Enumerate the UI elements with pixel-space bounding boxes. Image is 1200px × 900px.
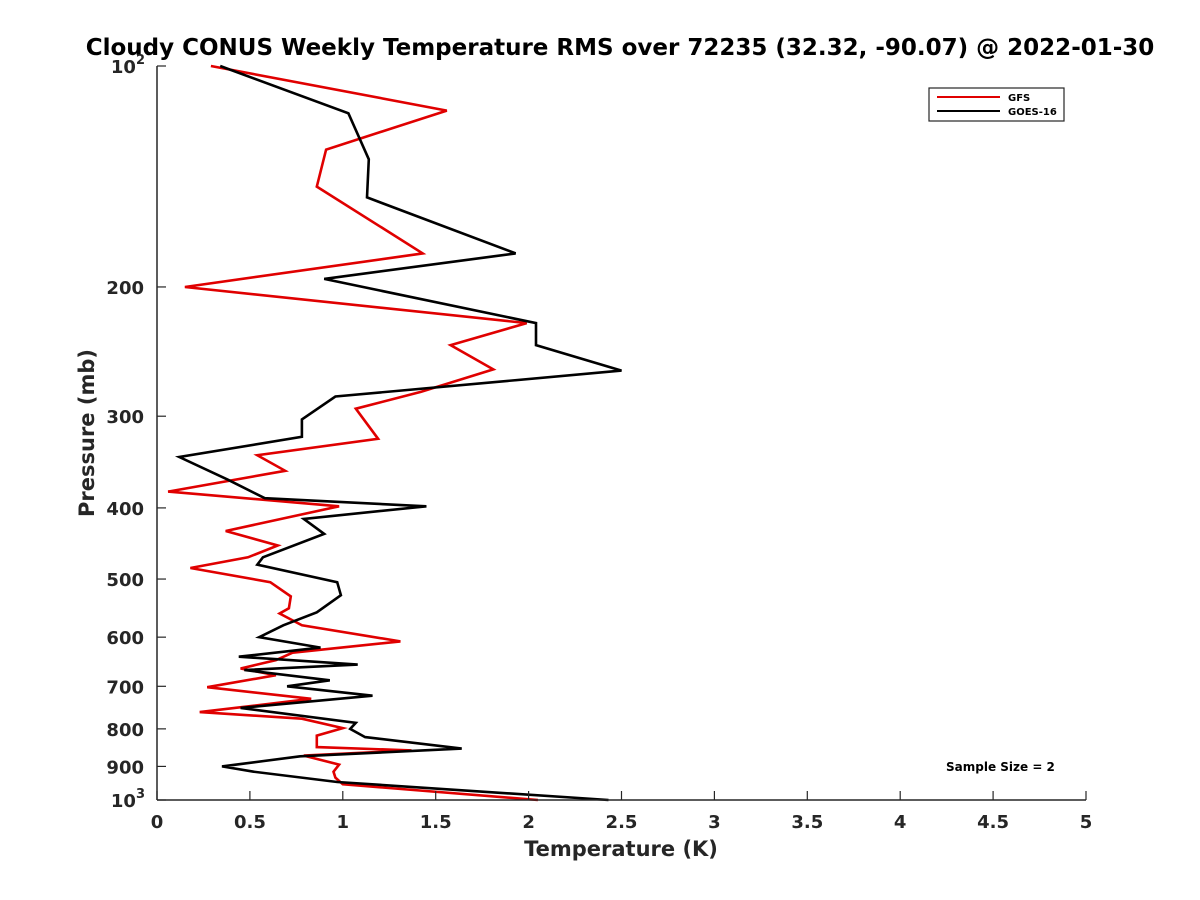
y-tick-label: 600 <box>106 628 144 649</box>
x-tick-label: 4.5 <box>977 812 1009 833</box>
legend: GFS GOES-16 <box>928 87 1065 122</box>
x-tick-label: 0 <box>151 812 164 833</box>
y-tick-label: 103 <box>111 787 145 812</box>
y-tick-label: 102 <box>111 53 145 78</box>
y-tick-label: 800 <box>106 720 144 741</box>
legend-label-gfs: GFS <box>1008 93 1030 104</box>
plot-area <box>167 64 622 802</box>
y-tick-label-exponent: 2 <box>136 53 145 68</box>
y-tick-label: 300 <box>106 407 144 428</box>
x-tick-label: 4 <box>894 812 907 833</box>
chart-title: Cloudy CONUS Weekly Temperature RMS over… <box>86 35 1155 61</box>
y-tick-label: 200 <box>106 278 144 299</box>
x-axis-ticks: 0 0.5 1 1.5 2 2.5 3 3.5 4 4.5 5 <box>151 791 1093 833</box>
x-tick-label: 2.5 <box>606 812 638 833</box>
x-tick-label: 5 <box>1080 812 1093 833</box>
x-tick-label: 0.5 <box>234 812 266 833</box>
series-line-gfs <box>167 64 539 802</box>
legend-label-goes16: GOES-16 <box>1008 107 1057 118</box>
y-tick-label: 700 <box>106 677 144 698</box>
y-tick-label: 400 <box>106 499 144 520</box>
legend-box <box>928 87 1065 122</box>
x-tick-label: 3 <box>708 812 721 833</box>
x-tick-label: 3.5 <box>791 812 823 833</box>
y-tick-label-exponent: 3 <box>136 787 145 802</box>
y-tick-label-base: 10 <box>111 57 136 78</box>
y-tick-label: 900 <box>106 757 144 778</box>
x-tick-label: 1 <box>337 812 350 833</box>
series-line-goes16 <box>174 64 622 802</box>
y-tick-label: 500 <box>106 570 144 591</box>
x-axis-label: Temperature (K) <box>524 837 718 861</box>
y-axis-label: Pressure (mb) <box>75 349 99 517</box>
sample-size-annotation: Sample Size = 2 <box>946 760 1055 774</box>
x-tick-label: 1.5 <box>420 812 452 833</box>
y-tick-label-base: 10 <box>111 791 136 812</box>
x-tick-label: 2 <box>522 812 535 833</box>
